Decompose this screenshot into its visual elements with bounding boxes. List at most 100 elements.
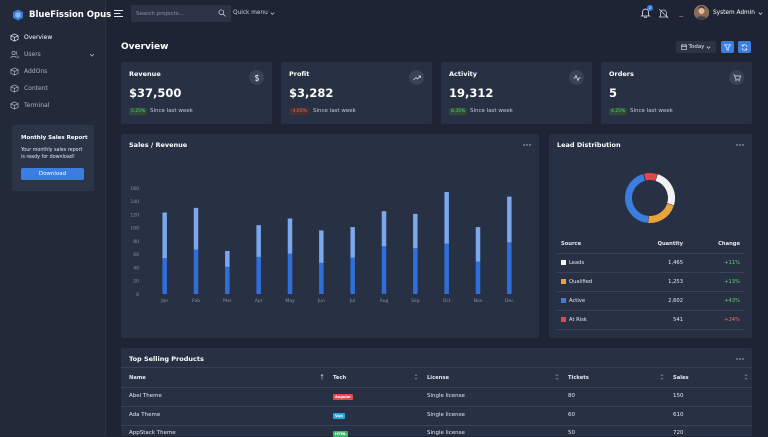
filter-button[interactable] xyxy=(721,41,734,53)
bar-upper-segment[interactable] xyxy=(350,227,355,258)
sort-icon[interactable] xyxy=(744,374,748,380)
stat-icon-box xyxy=(729,70,744,85)
search-icon[interactable] xyxy=(218,9,226,17)
x-tick-label: Oct xyxy=(443,298,451,304)
col-tickets[interactable]: Tickets xyxy=(568,375,589,381)
lead-source-label: Active xyxy=(569,298,586,304)
bar-upper-segment[interactable] xyxy=(256,225,261,257)
trending-up-icon xyxy=(412,75,421,80)
refresh-button[interactable] xyxy=(738,41,751,53)
bar-lower-segment[interactable] xyxy=(350,257,355,294)
stat-card-profit: Profit $3,282 -4.65% Since last week xyxy=(281,62,432,124)
bar-lower-segment[interactable] xyxy=(413,248,418,294)
more-icon[interactable] xyxy=(523,143,531,147)
sidebar-item-addons[interactable]: AddOns xyxy=(0,64,106,80)
bar-upper-segment[interactable] xyxy=(507,196,512,243)
promo-title: Monthly Sales Report xyxy=(21,135,88,141)
y-tick-label: 160 xyxy=(130,186,139,192)
user-menu[interactable]: System Admin xyxy=(713,10,763,16)
bar-lower-segment[interactable] xyxy=(475,261,481,294)
donut-separator xyxy=(655,174,659,182)
bar-upper-segment[interactable] xyxy=(162,212,167,259)
stat-since: Since last week xyxy=(150,108,193,114)
bar-upper-segment[interactable] xyxy=(287,218,293,254)
sidebar-item-content[interactable]: Content xyxy=(0,81,106,97)
menu-toggle-icon[interactable] xyxy=(113,8,124,19)
notification-badge: 2 xyxy=(647,5,653,11)
tech-badge: Vue xyxy=(333,413,345,419)
bell-off-icon[interactable] xyxy=(658,8,669,19)
stat-card-activity: Activity 19,312 8.35% Since last week xyxy=(441,62,592,124)
product-license: Single license xyxy=(427,393,465,399)
stat-title: Revenue xyxy=(129,70,161,78)
more-icon[interactable] xyxy=(736,357,744,361)
lead-change: +43% xyxy=(724,298,740,304)
sort-icon[interactable] xyxy=(414,374,418,380)
stat-since: Since last week xyxy=(313,108,356,114)
download-button[interactable]: Download xyxy=(21,168,84,180)
sort-icon[interactable] xyxy=(660,374,664,380)
date-filter-dropdown[interactable]: Today xyxy=(676,41,716,53)
more-icon[interactable] xyxy=(736,143,744,147)
product-sales: 610 xyxy=(673,412,684,418)
logo-icon xyxy=(13,9,23,21)
lead-quantity: 541 xyxy=(673,317,683,323)
bar-upper-segment[interactable] xyxy=(193,207,199,250)
donut-slice[interactable] xyxy=(647,203,674,223)
bar-upper-segment[interactable] xyxy=(475,227,481,262)
lead-title: Lead Distribution xyxy=(557,141,621,149)
donut-slice[interactable] xyxy=(655,174,675,206)
col-license[interactable]: License xyxy=(427,375,449,381)
bar-lower-segment[interactable] xyxy=(193,249,199,294)
cube-icon xyxy=(10,101,19,110)
us-flag-icon[interactable] xyxy=(677,9,685,17)
stat-value: 19,312 xyxy=(449,86,494,100)
chevron-down-icon xyxy=(270,11,275,15)
chart-title: Sales / Revenue xyxy=(129,141,188,149)
quick-menu[interactable]: Quick menu xyxy=(233,10,275,16)
stat-title: Activity xyxy=(449,70,478,78)
sidebar-item-users[interactable]: Users xyxy=(0,47,106,63)
x-tick-label: Jun xyxy=(317,298,325,304)
y-tick-label: 20 xyxy=(133,279,139,285)
sidebar-item-overview[interactable]: Overview xyxy=(0,30,106,46)
product-sales: 150 xyxy=(673,393,684,399)
legend-swatch xyxy=(561,298,566,303)
bar-lower-segment[interactable] xyxy=(162,258,167,294)
x-tick-label: Jul xyxy=(349,298,355,304)
bar-upper-segment[interactable] xyxy=(319,230,324,263)
cube-icon xyxy=(10,67,19,76)
bar-upper-segment[interactable] xyxy=(225,250,230,267)
search-input[interactable] xyxy=(136,8,214,19)
sort-asc-icon[interactable] xyxy=(320,374,324,380)
bar-lower-segment[interactable] xyxy=(256,256,261,294)
donut-slice[interactable] xyxy=(643,173,658,181)
lead-col-source: Source xyxy=(561,241,582,247)
sidebar-item-label: Content xyxy=(24,85,48,92)
bar-lower-segment[interactable] xyxy=(319,262,324,294)
bar-upper-segment[interactable] xyxy=(381,211,387,247)
legend-swatch xyxy=(561,317,566,322)
bar-lower-segment[interactable] xyxy=(381,246,387,294)
brand[interactable]: BlueFission Opus xyxy=(12,8,111,22)
bar-lower-segment[interactable] xyxy=(444,243,449,294)
col-tech[interactable]: Tech xyxy=(333,375,347,381)
product-name: AppStack Theme xyxy=(129,430,176,436)
app-name: BlueFission Opus xyxy=(29,10,112,20)
col-name[interactable]: Name xyxy=(129,375,146,381)
sidebar-item-label: Overview xyxy=(24,34,53,41)
donut-slice[interactable] xyxy=(625,173,649,223)
x-tick-label: Nov xyxy=(474,298,483,304)
sales-bar-chart: 0 20 40 60 80 100 120 140 160 Jan Feb Mar Apr May Jun J… xyxy=(130,186,514,304)
y-tick-label: 100 xyxy=(130,226,139,232)
bar-lower-segment[interactable] xyxy=(287,253,293,294)
bar-upper-segment[interactable] xyxy=(444,191,449,244)
sort-icon[interactable] xyxy=(555,374,559,380)
avatar[interactable] xyxy=(694,5,709,20)
lead-change: +24% xyxy=(724,317,740,323)
bar-lower-segment[interactable] xyxy=(507,242,512,294)
sidebar-item-terminal[interactable]: Terminal xyxy=(0,98,106,114)
bar-upper-segment[interactable] xyxy=(413,213,418,249)
col-sales[interactable]: Sales xyxy=(673,375,689,381)
bar-lower-segment[interactable] xyxy=(225,266,230,294)
